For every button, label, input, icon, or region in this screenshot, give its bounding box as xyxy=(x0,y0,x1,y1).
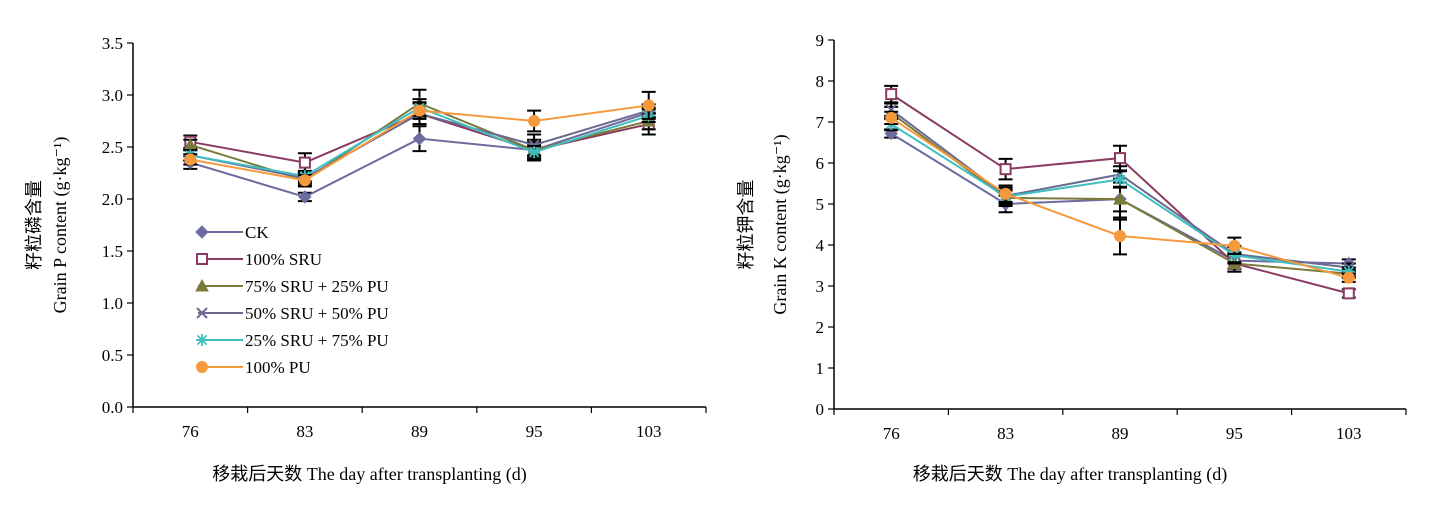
legend-marker xyxy=(195,278,209,292)
y-tick-label: 4 xyxy=(816,236,825,255)
legend-marker xyxy=(196,253,208,265)
y-tick-label: 0.0 xyxy=(102,398,123,417)
legend: CK 100% SRU 75% SRU + 25% PU 50% SRU + 50% … xyxy=(195,223,389,377)
data-point xyxy=(999,163,1012,176)
x-tick-label: 103 xyxy=(636,422,662,441)
data-point xyxy=(1342,265,1355,278)
y-axis-title-en: Grain K content (g·kg⁻¹) xyxy=(770,134,791,314)
data-point xyxy=(1228,239,1241,252)
series-100-pu xyxy=(884,110,1356,284)
data-point xyxy=(884,126,898,141)
y-axis-title-cn: 籽粒磷含量 xyxy=(24,180,44,270)
x-tick-label: 95 xyxy=(1226,424,1243,443)
y-tick-label: 1.5 xyxy=(102,242,123,261)
y-axis-title-en: Grain P content (g·kg⁻¹) xyxy=(50,137,71,314)
legend-marker xyxy=(196,361,208,373)
x-axis-title: 移栽后天数 The day after transplanting (d) xyxy=(212,464,526,485)
y-tick-label: 3 xyxy=(816,277,825,296)
x-tick-label: 95 xyxy=(526,422,543,441)
y-tick-label: 0 xyxy=(816,400,825,419)
data-point xyxy=(1113,192,1127,205)
y-tick-label: 9 xyxy=(816,31,825,50)
data-point xyxy=(298,190,312,204)
y-tick-label: 7 xyxy=(816,113,825,132)
series-100-pu xyxy=(183,90,656,187)
data-point xyxy=(1342,287,1355,300)
data-point xyxy=(528,146,541,159)
x-tick-label: 76 xyxy=(883,424,900,443)
data-point xyxy=(528,115,541,127)
data-point xyxy=(412,131,427,146)
legend-marker xyxy=(196,334,208,346)
x-tick-label: 76 xyxy=(182,422,199,441)
x-tick-label: 83 xyxy=(997,424,1014,443)
y-tick-label: 6 xyxy=(816,154,825,173)
legend-label: 75% SRU + 25% PU xyxy=(245,277,389,296)
y-tick-label: 3.5 xyxy=(102,34,123,53)
x-tick-label: 103 xyxy=(1336,424,1362,443)
data-point xyxy=(999,187,1012,200)
legend-label: 100% SRU xyxy=(245,250,322,269)
data-point xyxy=(885,111,898,124)
x-axis-title: 移栽后天数 The day after transplanting (d) xyxy=(913,464,1227,485)
legend-label: 50% SRU + 50% PU xyxy=(245,304,389,323)
data-point xyxy=(885,88,898,101)
data-point xyxy=(184,153,197,166)
y-tick-label: 1.0 xyxy=(102,294,123,313)
data-point xyxy=(642,99,655,112)
legend-label: 100% PU xyxy=(245,358,311,377)
data-point xyxy=(1114,173,1126,186)
y-tick-label: 5 xyxy=(816,195,825,214)
y-axis-title-cn: 籽粒钾含量 xyxy=(736,180,756,270)
data-point xyxy=(1114,152,1126,165)
y-tick-label: 0.5 xyxy=(102,346,123,365)
x-tick-label: 89 xyxy=(411,422,428,441)
y-tick-label: 2 xyxy=(816,318,825,337)
data-point xyxy=(413,104,426,117)
y-tick-label: 8 xyxy=(816,72,825,91)
y-tick-label: 2.5 xyxy=(102,138,123,157)
data-point xyxy=(298,174,311,187)
chart-grain-p: 0.0 0.5 1.0 1.5 2.0 2.5 3.0 3.5 76 83 89 95 103 移栽后天数… xyxy=(24,34,707,485)
data-point xyxy=(1342,271,1355,284)
data-point xyxy=(1228,249,1241,262)
data-point xyxy=(298,156,311,169)
data-point xyxy=(1114,229,1126,242)
legend-label: 25% SRU + 75% PU xyxy=(245,331,389,350)
legend-label: CK xyxy=(245,223,269,242)
legend-marker xyxy=(196,307,208,319)
y-tick-label: 3.0 xyxy=(102,86,123,105)
y-tick-label: 2.0 xyxy=(102,190,123,209)
y-tick-label: 1 xyxy=(816,359,825,378)
legend-marker xyxy=(195,225,209,239)
x-tick-label: 83 xyxy=(296,422,313,441)
x-tick-label: 89 xyxy=(1112,424,1129,443)
